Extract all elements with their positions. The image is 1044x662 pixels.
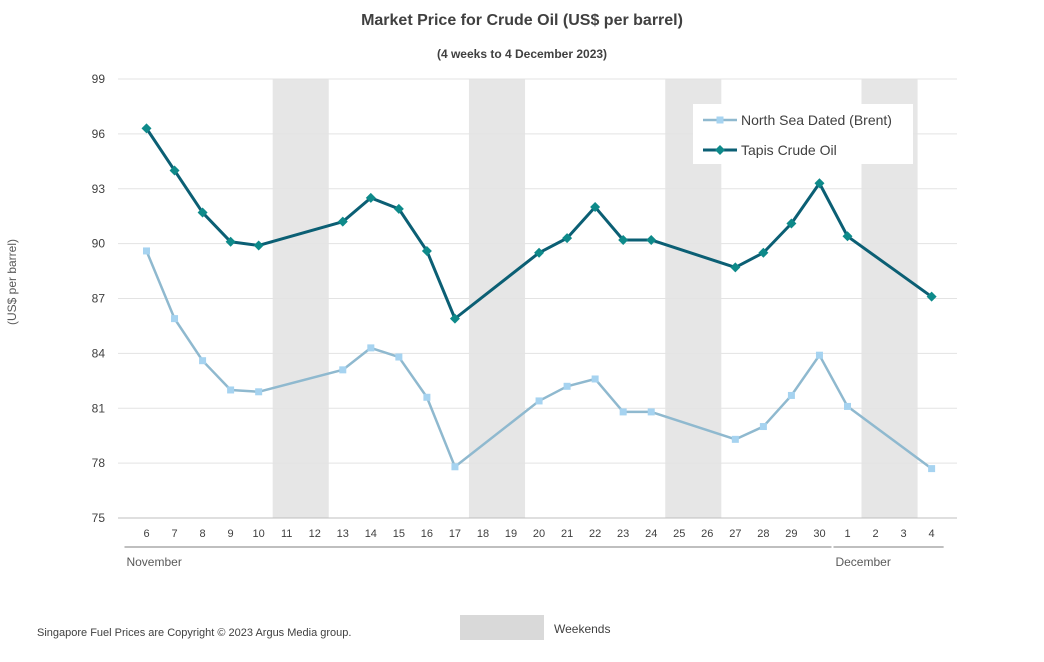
data-point <box>395 353 403 361</box>
data-point <box>534 247 545 258</box>
data-point <box>590 202 601 213</box>
x-tick-label: 11 <box>281 528 292 540</box>
data-point <box>563 382 571 390</box>
data-point <box>618 234 629 245</box>
x-tick-label: 14 <box>365 528 377 540</box>
x-tick-label: 20 <box>533 528 545 540</box>
data-point <box>815 351 823 359</box>
x-tick-label: 9 <box>228 528 234 540</box>
copyright-footer: Singapore Fuel Prices are Copyright © 20… <box>37 627 352 639</box>
y-tick-label: 78 <box>92 456 106 470</box>
data-point <box>255 388 263 396</box>
data-point <box>367 344 375 352</box>
data-point <box>143 247 150 255</box>
series-layer <box>141 123 937 473</box>
data-point <box>393 203 404 214</box>
x-tick-label: 13 <box>337 528 349 540</box>
data-point <box>844 402 851 410</box>
x-tick-label: 6 <box>143 528 149 540</box>
x-tick-label: 27 <box>729 528 741 540</box>
data-point <box>647 408 655 416</box>
data-point <box>449 313 460 324</box>
data-point <box>227 386 235 394</box>
month-label: December <box>835 555 890 569</box>
x-tick-label: 12 <box>309 528 321 540</box>
data-point <box>928 465 936 473</box>
x-tick-label: 4 <box>929 528 935 540</box>
data-point <box>786 218 797 229</box>
data-point <box>169 165 180 176</box>
x-tick-label: 25 <box>673 528 685 540</box>
x-tick-label: 1 <box>844 528 850 540</box>
x-tick-label: 8 <box>200 528 206 540</box>
data-point <box>731 435 739 443</box>
x-tick-label: 29 <box>785 528 797 540</box>
x-tick-label: 23 <box>617 528 629 540</box>
data-point <box>141 123 152 134</box>
x-tick-label: 7 <box>171 528 177 540</box>
data-point <box>337 216 348 227</box>
y-tick-label: 81 <box>92 401 106 415</box>
data-point <box>365 192 376 203</box>
y-tick-label: 75 <box>92 511 106 525</box>
data-point <box>562 233 573 244</box>
x-tick-label: 21 <box>561 528 573 540</box>
data-point <box>339 366 347 374</box>
chart-title: Market Price for Crude Oil (US$ per barr… <box>361 12 683 29</box>
y-tick-label: 90 <box>92 237 106 251</box>
legend-label: Tapis Crude Oil <box>741 142 837 158</box>
y-tick-label: 93 <box>92 182 106 196</box>
data-point <box>758 247 769 258</box>
x-tick-label: 16 <box>421 528 433 540</box>
legend-label: North Sea Dated (Brent) <box>741 112 892 128</box>
data-point <box>787 391 795 399</box>
x-tick-label: 28 <box>757 528 769 540</box>
x-tick-label: 17 <box>449 528 461 540</box>
chart-subtitle: (4 weeks to 4 December 2023) <box>436 47 608 61</box>
x-tick-label: 30 <box>813 528 825 540</box>
legend-marker <box>715 145 725 155</box>
legend-box <box>693 104 913 164</box>
data-point <box>730 262 741 273</box>
data-point <box>926 291 937 302</box>
x-tick-label: 22 <box>589 528 601 540</box>
x-tick-label: 2 <box>872 528 878 540</box>
data-point <box>619 408 627 416</box>
legend: North Sea Dated (Brent) Tapis Crude Oil <box>693 104 913 164</box>
x-tick-label: 3 <box>901 528 907 540</box>
y-tick-label: 99 <box>92 72 106 86</box>
x-tick-label: 19 <box>505 528 517 540</box>
data-point <box>253 240 264 251</box>
series-line <box>145 250 933 470</box>
weekend-legend-swatch <box>460 615 544 640</box>
data-point <box>423 393 431 401</box>
data-point <box>421 245 432 256</box>
x-tick-label: 15 <box>393 528 405 540</box>
data-point <box>646 234 657 245</box>
data-point <box>171 315 179 323</box>
data-point <box>814 178 825 189</box>
x-tick-label: 10 <box>253 528 265 540</box>
x-tick-label: 18 <box>477 528 489 540</box>
x-tick-label: 24 <box>645 528 657 540</box>
data-point <box>199 357 207 365</box>
weekend-legend-label: Weekends <box>554 622 611 636</box>
y-tick-label: 96 <box>92 127 106 141</box>
data-point <box>535 397 543 405</box>
x-tick-label: 26 <box>701 528 713 540</box>
month-label: November <box>126 555 181 569</box>
data-point <box>591 375 599 383</box>
data-point <box>842 231 853 242</box>
legend-marker <box>716 116 724 124</box>
data-point <box>197 207 208 218</box>
y-tick-label: 87 <box>92 292 106 306</box>
y-tick-label: 84 <box>92 346 106 360</box>
data-point <box>451 463 459 471</box>
data-point <box>225 236 236 247</box>
data-point <box>759 423 767 431</box>
